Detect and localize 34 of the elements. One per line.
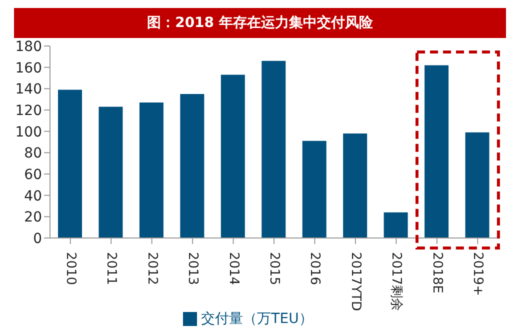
x-tick-label: 2015	[266, 252, 282, 286]
y-tick-label: 80	[24, 146, 42, 162]
y-tick-label: 160	[15, 60, 42, 76]
bar	[302, 140, 326, 238]
x-tick-label: 2011	[104, 252, 119, 286]
y-tick-label: 120	[15, 102, 42, 119]
x-tick-label: 2017剩余	[388, 252, 404, 312]
bar	[139, 102, 164, 238]
x-tick-label: 2012	[144, 252, 160, 286]
x-tick-label: 2014	[226, 252, 241, 286]
y-tick-label: 100	[15, 124, 42, 140]
y-tick-label: 20	[24, 210, 42, 226]
bar	[465, 132, 490, 238]
x-tick-label: 2017YTD	[348, 252, 363, 311]
bar	[262, 60, 286, 238]
y-tick-label: 180	[15, 38, 42, 55]
y-tick-label: 40	[24, 188, 42, 204]
legend-label: 交付量（万TEU）	[201, 311, 313, 327]
x-tick-label: 2016	[307, 252, 322, 286]
x-tick-label: 2018E	[429, 252, 444, 294]
x-tick-label: 2019+	[470, 252, 486, 296]
bar	[424, 65, 449, 238]
chart-title: 图：2018 年存在运力集中交付风险	[14, 8, 506, 38]
bar	[98, 106, 123, 238]
y-tick-label: 60	[24, 166, 42, 183]
x-tick-label: 2013	[185, 252, 200, 286]
bar	[343, 133, 368, 238]
bar	[180, 94, 204, 238]
y-tick-label: 140	[15, 82, 42, 98]
bar	[220, 74, 245, 238]
x-tick-label: 2010	[62, 252, 78, 286]
bar	[58, 90, 82, 238]
y-tick-label: 0	[33, 230, 42, 247]
bar	[384, 212, 408, 238]
